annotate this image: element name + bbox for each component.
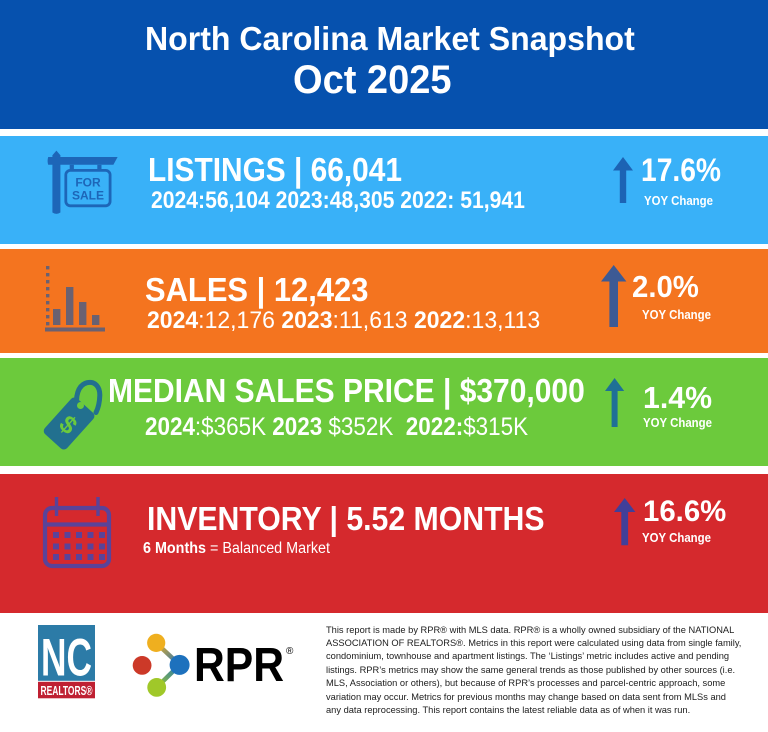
svg-text:FOR: FOR xyxy=(75,176,101,190)
svg-text:RPR: RPR xyxy=(194,640,284,690)
svg-text:®: ® xyxy=(286,646,294,657)
svg-text:SALE: SALE xyxy=(72,189,104,203)
svg-text:NC: NC xyxy=(41,629,92,688)
svg-text:REALTORS®: REALTORS® xyxy=(40,684,93,698)
